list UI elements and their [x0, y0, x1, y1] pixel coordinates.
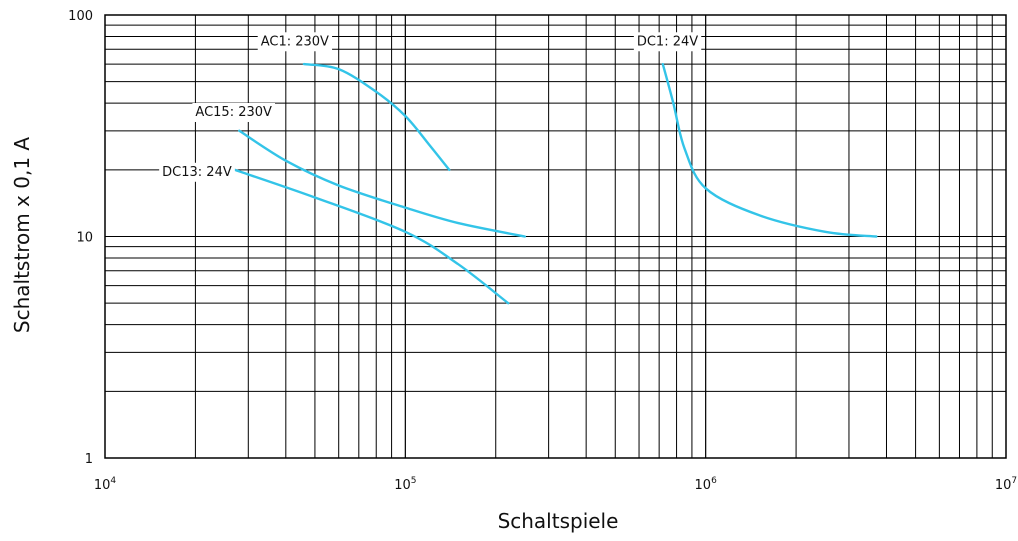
x-tick-label: 107 [995, 476, 1017, 493]
series-label-3: DC1: 24V [637, 34, 698, 49]
series-label-0: AC1: 230V [261, 34, 329, 49]
y-tick-label: 10 [76, 231, 93, 246]
series-lines [233, 62, 878, 305]
series-labels: AC1: 230V AC15: 230V DC13: 24V DC1: 24V [159, 32, 702, 182]
series-line-2 [233, 168, 510, 305]
series-label-background [159, 162, 235, 182]
tick-labels: 1 10 100 104 105 106 107 [68, 9, 1017, 493]
x-tick-label: 105 [394, 476, 416, 493]
y-axis-label: Schaltstrom x 0,1 A [10, 137, 34, 334]
x-tick-label: 106 [695, 476, 718, 493]
grid [104, 14, 1007, 459]
series-line-1 [238, 129, 526, 238]
y-tick-label: 1 [85, 452, 93, 467]
series-line-0 [302, 62, 451, 171]
series-line-3 [661, 62, 878, 238]
series-label-background [192, 102, 276, 122]
y-tick-label: 100 [68, 9, 93, 24]
x-tick-label: 104 [94, 476, 117, 493]
x-axis-label: Schaltspiele [498, 509, 619, 533]
plot-frame [104, 14, 1007, 459]
series-label-1: AC15: 230V [195, 105, 272, 120]
series-label-background [633, 32, 702, 52]
series-label-2: DC13: 24V [162, 165, 232, 180]
series-label-background [257, 32, 333, 52]
